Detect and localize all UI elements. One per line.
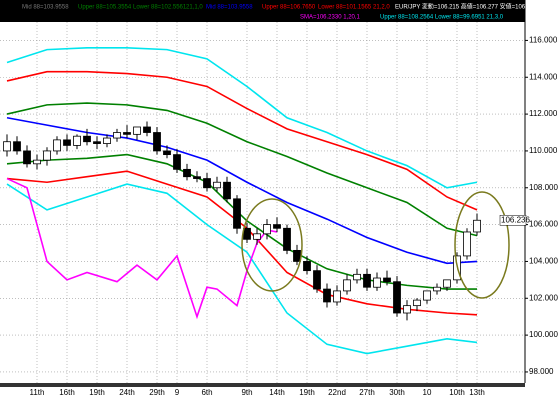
x-tick-label: 27th: [359, 388, 375, 397]
plot: [0, 22, 525, 383]
candle-body: [413, 299, 421, 307]
candle-body: [83, 135, 91, 143]
candle-body: [143, 126, 151, 133]
y-tick-label: 102.000: [529, 293, 558, 302]
candle-body: [103, 137, 111, 144]
candle-body: [73, 135, 81, 146]
header-text: Upper 88=105.3554: [78, 5, 132, 11]
candle-body: [123, 132, 131, 135]
indicator-line: [6, 183, 478, 355]
y-tick-label: 100.000: [529, 330, 558, 339]
x-tick-label: 14th: [269, 388, 285, 397]
x-axis-strip: [0, 383, 525, 387]
candle-body: [53, 139, 61, 152]
candle-body: [323, 288, 331, 303]
candle-body: [63, 139, 71, 146]
x-tick-label: 30th: [389, 388, 405, 397]
candle-body: [473, 219, 481, 233]
y-tick-label: 104.000: [529, 257, 558, 266]
indicator-line: [6, 46, 478, 189]
header-text: 21,2,0: [373, 5, 390, 11]
candle-body: [423, 290, 431, 301]
header-text: Upper 88=106.7650: [262, 5, 316, 11]
candle-body: [253, 233, 261, 240]
candle-body: [383, 277, 391, 283]
candle-body: [173, 154, 181, 170]
y-tick-label: 98.000: [529, 367, 554, 376]
candle-body: [343, 279, 351, 292]
candle-body: [203, 178, 211, 189]
candle-body: [163, 150, 171, 156]
x-tick-label: 6th: [201, 388, 212, 397]
annotation-ellipse: [454, 191, 510, 299]
candle-body: [13, 141, 21, 152]
candle-body: [353, 273, 361, 281]
candle-body: [193, 176, 201, 179]
candle-body: [433, 286, 441, 292]
header-text: EUR/JPY 変動=106.215 高値=106.277 安値=106.134…: [395, 3, 560, 11]
y-tick-label: 112.000: [529, 109, 558, 118]
x-tick-label: 9th: [241, 388, 252, 397]
candle-body: [43, 150, 51, 161]
header-text: Upper 88=108.2564 Lower 88=99.6951 21,3,…: [380, 15, 504, 21]
candle-body: [403, 305, 411, 314]
y-tick-label: 110.000: [529, 146, 558, 155]
header-strip: [0, 0, 525, 22]
candle-body: [263, 224, 271, 235]
candle-body: [313, 270, 321, 290]
candle-body: [233, 198, 241, 229]
candle-body: [133, 126, 141, 135]
candle-body: [23, 150, 31, 165]
y-tick-label: 114.000: [529, 72, 558, 81]
y-tick-label: 116.000: [529, 36, 558, 45]
x-tick-label: 22nd: [328, 388, 346, 397]
candle-body: [443, 279, 451, 288]
x-tick-label: 10th: [449, 388, 465, 397]
candle-body: [373, 277, 381, 288]
candle-body: [273, 224, 281, 229]
header-text: 21,1,0: [186, 5, 203, 11]
candle-body: [113, 132, 121, 139]
candle-body: [243, 227, 251, 240]
x-tick-label: 19th: [89, 388, 105, 397]
candle-body: [393, 281, 401, 314]
x-tick-label: 24th: [119, 388, 135, 397]
x-tick-label: 13th: [469, 388, 485, 397]
candle-body: [33, 159, 41, 165]
header-text: SMA=106.2330 1,20,1: [300, 15, 361, 21]
candle-body: [223, 181, 231, 200]
x-tick-label: 19th: [299, 388, 315, 397]
x-tick-label: 11th: [30, 388, 45, 397]
x-tick-label: 10: [423, 388, 432, 397]
candle-body: [463, 231, 471, 257]
header-text: Lower 88=101.1565: [318, 5, 372, 11]
y-tick-label: 106.000: [529, 220, 558, 229]
price-label-box: [499, 215, 527, 226]
candle-body: [183, 168, 191, 178]
x-tick-label: 9: [175, 388, 180, 397]
x-tick-label: 29th: [149, 388, 165, 397]
candle-body: [93, 141, 101, 144]
indicator-line: [6, 177, 278, 320]
candle-body: [283, 227, 291, 251]
y-tick-label: 108.000: [529, 183, 558, 192]
indicator-line: [6, 102, 478, 237]
candle-body: [293, 249, 301, 262]
indicator-line: [6, 70, 478, 211]
header-text: Mid 88=103.9558: [206, 5, 253, 11]
annotation-ellipse: [241, 198, 303, 292]
candle-body: [303, 261, 311, 272]
candle-body: [213, 181, 221, 189]
header-text: Lower 88=102.5561: [133, 5, 187, 11]
price-label: 106.236: [501, 215, 530, 224]
x-tick-label: 16th: [59, 388, 75, 397]
candle-body: [333, 290, 341, 303]
candle-body: [3, 141, 11, 152]
header-text: Mid 88=103.9558: [22, 5, 69, 11]
candle-body: [153, 132, 161, 152]
candle-body: [363, 273, 371, 288]
